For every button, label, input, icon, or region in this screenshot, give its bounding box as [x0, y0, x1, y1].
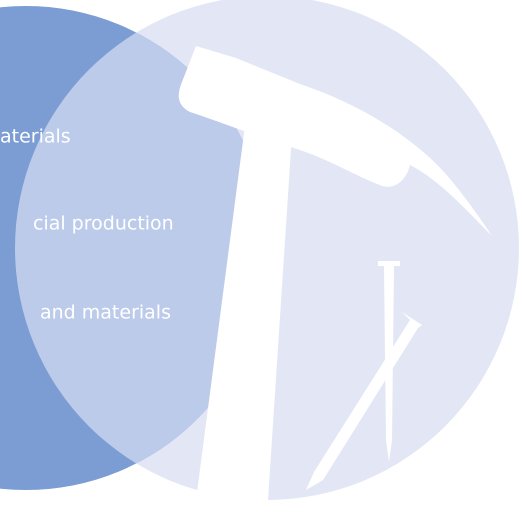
hammer — [178, 46, 492, 500]
nail-head — [378, 261, 400, 266]
item-label: and materials — [40, 302, 171, 324]
hammer-handle — [196, 118, 292, 500]
hammer-head — [178, 46, 492, 236]
item-label: aterials — [0, 126, 71, 148]
nail-diagonal — [306, 312, 422, 490]
item-label: cial production — [33, 213, 174, 235]
nails — [306, 261, 422, 490]
